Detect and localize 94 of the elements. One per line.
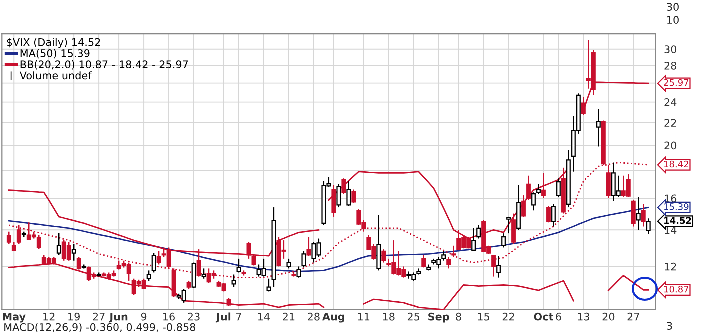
annotation: Volume undef (20, 72, 92, 80)
candlestick (286, 258, 292, 270)
data-label: 25.97 (664, 79, 689, 86)
x-tick-label: 21 (283, 312, 295, 321)
candlestick (506, 216, 511, 234)
candlestick (596, 108, 601, 148)
candlestick (296, 266, 302, 278)
y-tick-label: 22 (664, 119, 676, 127)
x-tick-label: Aug (322, 312, 344, 323)
x-tick-label: 23 (188, 312, 200, 321)
candlestick (446, 256, 452, 270)
candlestick (641, 204, 646, 228)
x-tick-label: Oct (534, 312, 554, 321)
x-tick-label: 22 (502, 312, 514, 321)
candlestick (302, 250, 306, 268)
candlestick (522, 194, 526, 218)
candlestick (452, 245, 456, 258)
text: 3 (667, 322, 672, 330)
x-tick-label: 13 (578, 312, 590, 321)
candlestick (472, 228, 476, 252)
candlestick (202, 268, 206, 280)
data-label: 15.39 (664, 203, 689, 210)
candlestick (496, 255, 501, 278)
candlestick (536, 183, 541, 195)
x-tick-label: May (3, 312, 26, 323)
candlestick (502, 232, 506, 248)
candlestick (6, 231, 12, 245)
candlestick (236, 258, 242, 274)
candlestick (352, 189, 356, 204)
text: MACD(12,26,9) -0.360, 0.499, -0.858 (4, 323, 196, 333)
candlestick (532, 192, 536, 212)
candlestick (346, 180, 352, 207)
candlestick (556, 178, 561, 198)
candlestick (266, 278, 272, 292)
candlestick (382, 248, 386, 264)
y-tick-label: 30 (664, 46, 677, 54)
candlestick (376, 214, 382, 272)
text: 10 (668, 16, 679, 24)
candlestick (552, 204, 556, 228)
x-tick-label: 6 (556, 312, 562, 321)
x-tick-label: 8 (456, 312, 462, 321)
candlestick (232, 274, 236, 288)
candlestick (336, 183, 342, 208)
x-tick-label: 7 (236, 313, 242, 321)
candlestick (12, 242, 16, 252)
x-tick-label: 9 (141, 312, 147, 321)
candlestick (631, 199, 636, 228)
data-label: 18.42 (664, 160, 688, 168)
candlestick (542, 172, 546, 200)
x-tick-label: 27 (93, 312, 105, 321)
candlestick (36, 234, 42, 250)
text: 14.52 (664, 217, 692, 224)
x-tick-label: 16 (164, 312, 175, 321)
y-tick-label: 12 (665, 262, 676, 271)
candlestick (72, 243, 76, 262)
x-tick-label: 27 (628, 312, 640, 321)
legend-label: BB(20,2.0) 10.87 - 18.42 - 25.97 (20, 60, 188, 70)
x-tick-label: 12 (44, 312, 55, 321)
data-label: 10.87 (664, 286, 689, 293)
candlestick (606, 164, 611, 200)
x-tick-label: 20 (602, 312, 615, 321)
x-tick-label: 15 (478, 313, 490, 321)
x-tick-label: Sep (428, 312, 450, 323)
candlestick (636, 196, 641, 231)
x-tick-label: 18 (383, 312, 395, 321)
candlestick (512, 213, 516, 245)
candlestick (332, 184, 336, 218)
x-tick-label: Jul (216, 312, 231, 323)
candlestick (16, 224, 22, 245)
candlestick (192, 262, 196, 290)
candlestick (146, 270, 152, 282)
candlestick (546, 205, 551, 224)
x-tick-label: Jun (109, 313, 128, 323)
candlestick (342, 178, 346, 195)
x-tick-label: 25 (408, 312, 420, 321)
candlestick (582, 96, 586, 116)
x-tick-label: 19 (68, 312, 80, 321)
candlestick (422, 254, 426, 268)
candlestick (306, 236, 312, 257)
x-tick-label: 28 (308, 312, 320, 321)
x-tick-label: 11 (358, 313, 370, 321)
candlestick (152, 252, 156, 274)
candlestick (56, 232, 62, 256)
legend-title: $VIX (Daily) 14.52 (7, 38, 100, 48)
candlestick (646, 218, 651, 236)
candlestick (526, 175, 531, 201)
x-tick-label: 14 (258, 313, 270, 321)
y-tick-label: 24 (664, 98, 677, 106)
candlestick (156, 250, 162, 266)
y-tick-label: 28 (664, 62, 677, 70)
candlestick (476, 224, 481, 240)
candlestick (442, 250, 446, 262)
legend-label: MA(50) 15.39 (20, 49, 90, 59)
y-tick-label: 20 (664, 142, 677, 150)
